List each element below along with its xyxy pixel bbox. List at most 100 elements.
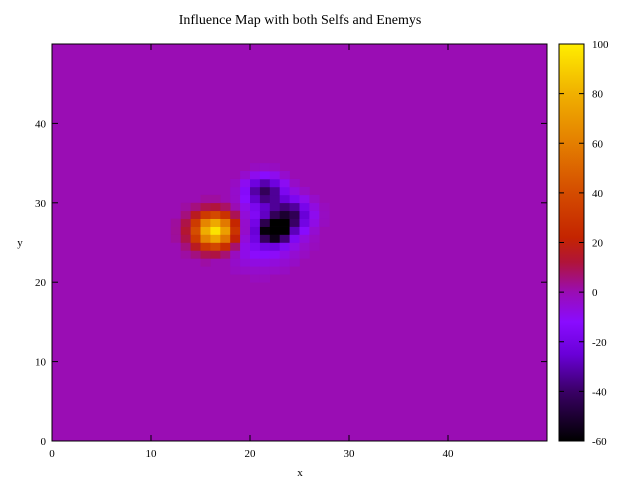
- colorbar-tick-label: -20: [592, 337, 607, 349]
- heatmap-cell: [299, 242, 310, 251]
- heatmap-cell: [259, 178, 271, 188]
- x-axis-label: x: [297, 467, 303, 479]
- x-tick-label: 40: [443, 448, 455, 460]
- heatmap-cell: [250, 171, 261, 180]
- heatmap-cell: [230, 234, 241, 243]
- heatmap-cell: [279, 258, 290, 267]
- heatmap-cell: [190, 218, 201, 227]
- heatmap-cell: [170, 234, 181, 243]
- heatmap-cell: [240, 258, 251, 267]
- heatmap-cell: [279, 234, 290, 243]
- heatmap-cell: [259, 210, 271, 219]
- colorbar-tick-label: 60: [592, 138, 604, 150]
- heatmap-cell: [259, 202, 271, 212]
- y-tick-label: 30: [35, 198, 47, 210]
- heatmap-cell: [210, 242, 221, 251]
- heatmap-cell: [299, 218, 310, 227]
- heatmap-cell: [230, 218, 241, 227]
- heatmap-cell: [279, 266, 290, 275]
- heatmap-cell: [230, 210, 241, 219]
- heatmap-cell: [170, 218, 181, 227]
- heatmap-cell: [250, 266, 261, 275]
- heatmap-cell: [299, 210, 310, 219]
- heatmap-cell: [279, 194, 290, 204]
- heatmap-cell: [250, 234, 261, 243]
- heatmap-cell: [190, 202, 201, 212]
- heatmap-cell: [180, 202, 191, 212]
- heatmap-cell: [240, 178, 251, 188]
- heatmap-cell: [250, 258, 261, 267]
- heatmap-cell: [299, 226, 310, 235]
- heatmap-cell: [309, 226, 320, 235]
- heatmap-cell: [269, 194, 280, 204]
- heatmap-cell: [240, 186, 251, 196]
- heatmap-cell: [250, 210, 261, 219]
- heatmap-cell: [259, 218, 271, 227]
- heatmap-cell: [259, 171, 271, 180]
- heatmap-cell: [269, 242, 280, 251]
- heatmap-cell: [230, 178, 241, 188]
- colorbar-tick-label: 20: [592, 238, 604, 250]
- heatmap-cell: [230, 226, 241, 235]
- heatmap-cell: [230, 258, 241, 267]
- heatmap-cell: [269, 266, 280, 275]
- heatmap-cell: [200, 242, 211, 251]
- colorbar-tick-label: 100: [592, 39, 609, 51]
- heatmap-cell: [299, 234, 310, 243]
- heatmap-cell: [279, 218, 290, 227]
- colorbar-tick-label: -40: [592, 386, 607, 398]
- x-tick-label: 0: [49, 448, 55, 460]
- heatmap-cell: [210, 210, 221, 219]
- heatmap-cell: [180, 218, 191, 227]
- heatmap-cell: [200, 250, 211, 259]
- colorbar-axis: 100 80 60 40 20 0 -20 -40 -60: [559, 39, 609, 448]
- heatmap-cell: [289, 210, 300, 219]
- heatmap-cell: [210, 234, 221, 243]
- heatmap-cell: [269, 218, 280, 227]
- heatmap-cell: [250, 250, 261, 259]
- heatmap-cell: [269, 210, 280, 219]
- heatmap-cell: [220, 242, 231, 251]
- heatmap-cell: [220, 218, 231, 227]
- heatmap-cell: [220, 226, 231, 235]
- heatmap-cell: [250, 186, 261, 196]
- heatmap-cell: [220, 202, 231, 212]
- heatmap-cell: [289, 194, 300, 204]
- heatmap-cell: [279, 210, 290, 219]
- heatmap-cell: [269, 186, 280, 196]
- heatmap-cell: [289, 258, 300, 267]
- heatmap-cell: [250, 226, 261, 235]
- heatmap-cell: [210, 218, 221, 227]
- heatmap-cells: [52, 44, 547, 441]
- heatmap-cell: [309, 234, 320, 243]
- colorbar-tick-label: -60: [592, 436, 607, 448]
- heatmap-cell: [289, 218, 300, 227]
- heatmap-cell: [299, 202, 310, 212]
- heatmap-cell: [279, 202, 290, 212]
- y-tick-label: 40: [35, 118, 47, 130]
- heatmap-cell: [210, 226, 221, 235]
- heatmap-cell: [309, 194, 320, 204]
- heatmap-cell: [269, 258, 280, 267]
- heatmap-cell: [309, 202, 320, 212]
- heatmap-cell: [289, 250, 300, 259]
- heatmap-cell: [259, 186, 271, 196]
- heatmap-cell: [299, 194, 310, 204]
- y-axis: 0 10 20 30 40: [35, 118, 547, 448]
- heatmap-cell: [259, 274, 271, 283]
- chart-title: Influence Map with both Selfs and Enemys: [179, 13, 422, 28]
- heatmap-cell: [279, 171, 290, 180]
- heatmap-cell: [180, 234, 191, 243]
- heatmap-cell: [259, 194, 271, 204]
- heatmap-cell: [240, 210, 251, 219]
- x-tick-label: 30: [344, 448, 356, 460]
- heatmap-cell: [240, 234, 251, 243]
- heatmap-cell: [240, 266, 251, 275]
- heatmap-cell: [299, 186, 310, 196]
- heatmap-cell: [289, 234, 300, 243]
- heatmap-cell: [269, 171, 280, 180]
- heatmap-cell: [299, 250, 310, 259]
- heatmap-cell: [259, 242, 271, 251]
- heatmap-cell: [250, 194, 261, 204]
